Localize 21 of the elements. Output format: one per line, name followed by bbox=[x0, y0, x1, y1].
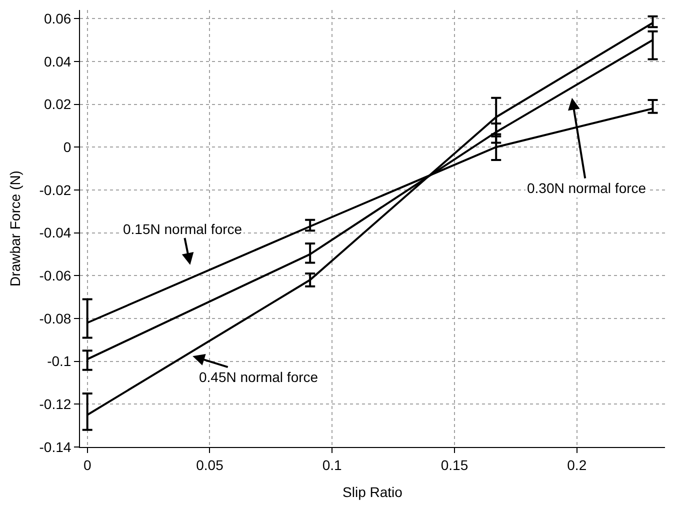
annotation: 0.45N normal force bbox=[199, 369, 318, 385]
y-tick-label: 0 bbox=[63, 139, 72, 155]
x-tick-label: 0 bbox=[83, 456, 92, 473]
annotation: 0.15N normal force bbox=[123, 221, 242, 237]
x-tick-label: 0.1 bbox=[322, 456, 342, 473]
y-tick-label: 0.06 bbox=[44, 10, 72, 26]
annotation: 0.30N normal force bbox=[527, 180, 646, 196]
y-tick-label: -0.12 bbox=[39, 396, 72, 412]
y-tick-label: 0.04 bbox=[44, 53, 72, 70]
y-tick-label: 0.02 bbox=[44, 96, 72, 112]
y-tick-label: -0.04 bbox=[39, 224, 72, 241]
x-tick-label: 0.05 bbox=[196, 456, 224, 473]
y-axis-title: Drawbar Force (N) bbox=[6, 170, 23, 286]
x-tick-label: 0.15 bbox=[440, 456, 468, 473]
y-tick-label: -0.02 bbox=[39, 182, 72, 198]
x-axis-title: Slip Ratio bbox=[342, 484, 403, 500]
y-tick-label: -0.08 bbox=[39, 310, 72, 326]
y-tick-label: -0.14 bbox=[39, 438, 72, 455]
y-tick-label: -0.1 bbox=[47, 353, 72, 370]
x-tick-label: 0.2 bbox=[567, 456, 587, 473]
y-tick-label: -0.06 bbox=[39, 268, 72, 284]
